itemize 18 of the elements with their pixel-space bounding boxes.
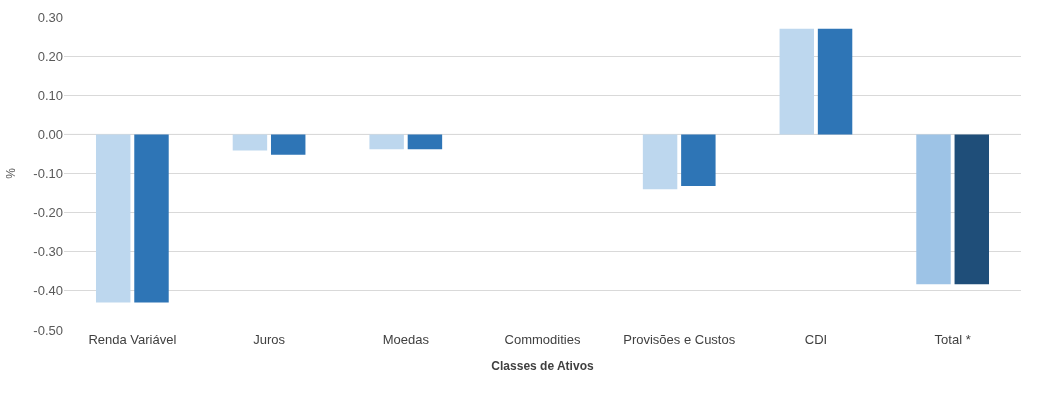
x-tick-label: Renda Variável (88, 332, 177, 347)
y-tick-label: 0.00 (37, 126, 63, 142)
y-tick-label: -0.40 (33, 283, 63, 299)
y-tick-label: 0.10 (37, 87, 63, 103)
y-tick-label: 0.30 (37, 9, 63, 25)
y-tick-label: -0.10 (33, 166, 63, 182)
y-tick-label: 0.20 (37, 48, 63, 64)
y-tick-label: -0.50 (33, 322, 63, 338)
x-tick-label: Moedas (382, 332, 430, 347)
y-tick-label: -0.20 (33, 205, 63, 221)
x-tick-label: Commodities (504, 332, 581, 347)
x-axis-title: Classes de Ativos (491, 358, 594, 373)
y-tick-label: -0.30 (33, 244, 63, 260)
x-tick-label: CDI (804, 332, 828, 347)
y-axis-title: % (3, 167, 18, 179)
x-tick-label: Total * (934, 332, 971, 347)
x-tick-label: Provisões e Custos (623, 332, 736, 347)
x-tick-label: Juros (253, 332, 286, 347)
